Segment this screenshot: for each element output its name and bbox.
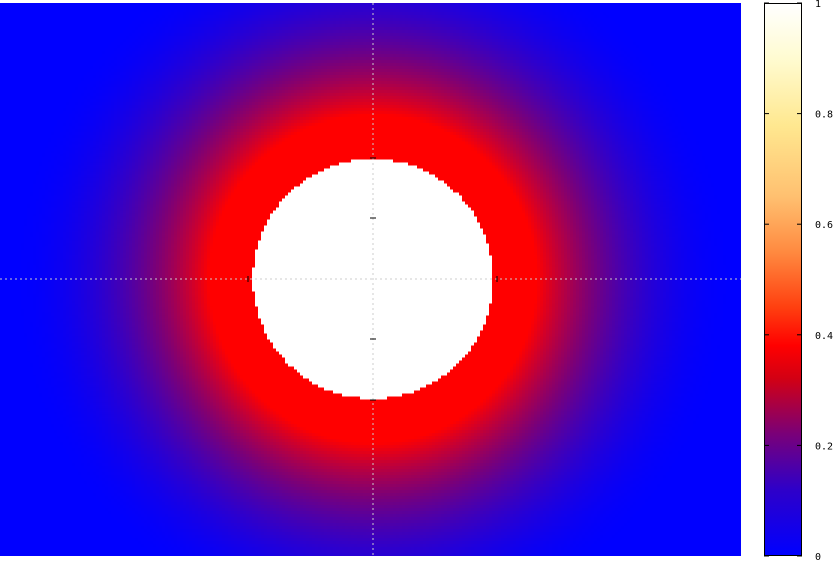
colorbar (764, 3, 802, 556)
colorbar-tick-label: 0 (815, 552, 821, 561)
colorbar-tick-label: 0.8 (815, 110, 833, 121)
colorbar-tick-label: 0.2 (815, 441, 833, 452)
heatmap-plot (0, 3, 741, 556)
plot-overlay (0, 3, 741, 556)
colorbar-tick-label: 0.6 (815, 220, 833, 231)
colorbar-axis: 0 0.2 0.4 0.6 0.8 1 (764, 0, 833, 561)
center-ticks (247, 157, 498, 401)
colorbar-tick-label: 1 (815, 0, 821, 10)
colorbar-tick-label: 0.4 (815, 331, 833, 342)
